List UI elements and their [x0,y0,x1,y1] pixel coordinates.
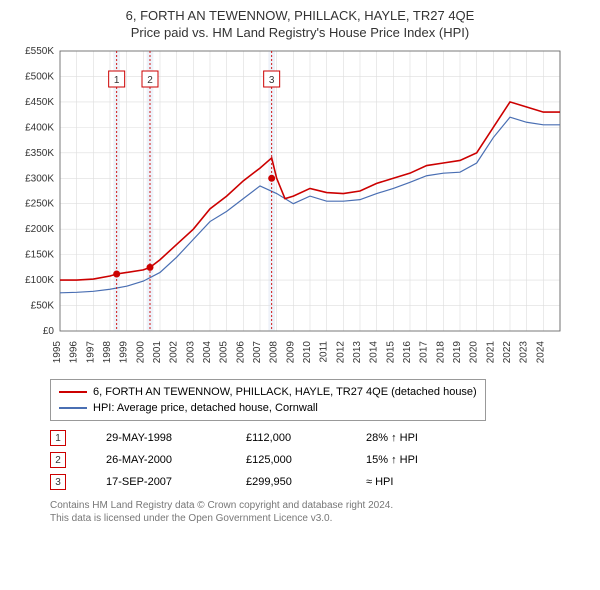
svg-text:£100K: £100K [25,275,54,286]
sale-pct: 15% ↑ HPI [366,454,446,466]
svg-text:2004: 2004 [202,341,213,364]
svg-text:1: 1 [114,75,120,86]
svg-text:1996: 1996 [69,341,80,364]
svg-text:£250K: £250K [25,199,54,210]
sale-marker-box: 1 [50,430,66,446]
svg-text:£0: £0 [43,326,55,337]
svg-text:£400K: £400K [25,122,54,133]
sales-row: 1 29-MAY-1998 £112,000 28% ↑ HPI [50,427,590,449]
svg-text:2019: 2019 [452,341,463,364]
footer-line-1: Contains HM Land Registry data © Crown c… [50,499,590,512]
svg-text:2012: 2012 [335,341,346,364]
sale-date: 29-MAY-1998 [106,432,206,444]
chart: £0 £50K £100K £150K £200K £250K £300K £350K £400… [10,46,590,371]
sale-marker-box: 3 [50,474,66,490]
svg-text:£50K: £50K [31,301,55,312]
svg-text:2000: 2000 [135,341,146,364]
svg-text:1997: 1997 [85,341,96,364]
legend-label: HPI: Average price, detached house, Corn… [93,400,318,416]
svg-text:2: 2 [147,75,153,86]
svg-text:2008: 2008 [269,341,280,364]
svg-text:2014: 2014 [369,341,380,364]
sale-pct: ≈ HPI [366,476,446,488]
svg-text:£500K: £500K [25,71,54,82]
svg-text:£350K: £350K [25,148,54,159]
svg-text:£450K: £450K [25,97,54,108]
footer-line-2: This data is licensed under the Open Gov… [50,512,590,525]
title-block: 6, FORTH AN TEWENNOW, PHILLACK, HAYLE, T… [10,8,590,40]
svg-text:2006: 2006 [235,341,246,364]
page-container: 6, FORTH AN TEWENNOW, PHILLACK, HAYLE, T… [0,0,600,533]
sales-table: 1 29-MAY-1998 £112,000 28% ↑ HPI 2 26-MAY-200… [50,427,590,493]
legend-label: 6, FORTH AN TEWENNOW, PHILLACK, HAYLE, T… [93,384,477,400]
footer-note: Contains HM Land Registry data © Crown c… [50,499,590,525]
sale-date: 26-MAY-2000 [106,454,206,466]
sale-price: £125,000 [246,454,326,466]
svg-text:2021: 2021 [485,341,496,364]
sale-marker-box: 2 [50,452,66,468]
svg-text:1999: 1999 [119,341,130,364]
svg-text:2002: 2002 [169,341,180,364]
legend: 6, FORTH AN TEWENNOW, PHILLACK, HAYLE, T… [50,379,486,421]
svg-text:1998: 1998 [102,341,113,364]
svg-text:£200K: £200K [25,224,54,235]
svg-text:2023: 2023 [519,341,530,364]
sale-price: £299,950 [246,476,326,488]
svg-text:2009: 2009 [285,341,296,364]
svg-text:1995: 1995 [52,341,63,364]
sales-row: 2 26-MAY-2000 £125,000 15% ↑ HPI [50,449,590,471]
svg-text:2007: 2007 [252,341,263,364]
legend-row: HPI: Average price, detached house, Corn… [59,400,477,416]
svg-text:2005: 2005 [219,341,230,364]
svg-text:2013: 2013 [352,341,363,364]
svg-text:2016: 2016 [402,341,413,364]
svg-text:£150K: £150K [25,250,54,261]
sale-date: 17-SEP-2007 [106,476,206,488]
title-sub: Price paid vs. HM Land Registry's House … [10,25,590,40]
svg-text:2011: 2011 [319,341,330,363]
svg-text:2024: 2024 [535,341,546,364]
legend-swatch [59,407,87,409]
svg-text:2018: 2018 [435,341,446,364]
svg-text:2022: 2022 [502,341,513,364]
svg-text:2010: 2010 [302,341,313,364]
legend-swatch [59,391,87,393]
title-main: 6, FORTH AN TEWENNOW, PHILLACK, HAYLE, T… [10,8,590,23]
chart-svg: £0 £50K £100K £150K £200K £250K £300K £350K £400… [10,46,570,366]
sale-pct: 28% ↑ HPI [366,432,446,444]
svg-text:2015: 2015 [385,341,396,364]
svg-text:£300K: £300K [25,173,54,184]
svg-text:2001: 2001 [152,341,163,364]
svg-text:£550K: £550K [25,46,54,57]
legend-row: 6, FORTH AN TEWENNOW, PHILLACK, HAYLE, T… [59,384,477,400]
svg-text:2017: 2017 [419,341,430,364]
svg-text:2020: 2020 [469,341,480,364]
svg-text:3: 3 [269,75,275,86]
svg-text:2003: 2003 [185,341,196,364]
sale-price: £112,000 [246,432,326,444]
sales-row: 3 17-SEP-2007 £299,950 ≈ HPI [50,471,590,493]
